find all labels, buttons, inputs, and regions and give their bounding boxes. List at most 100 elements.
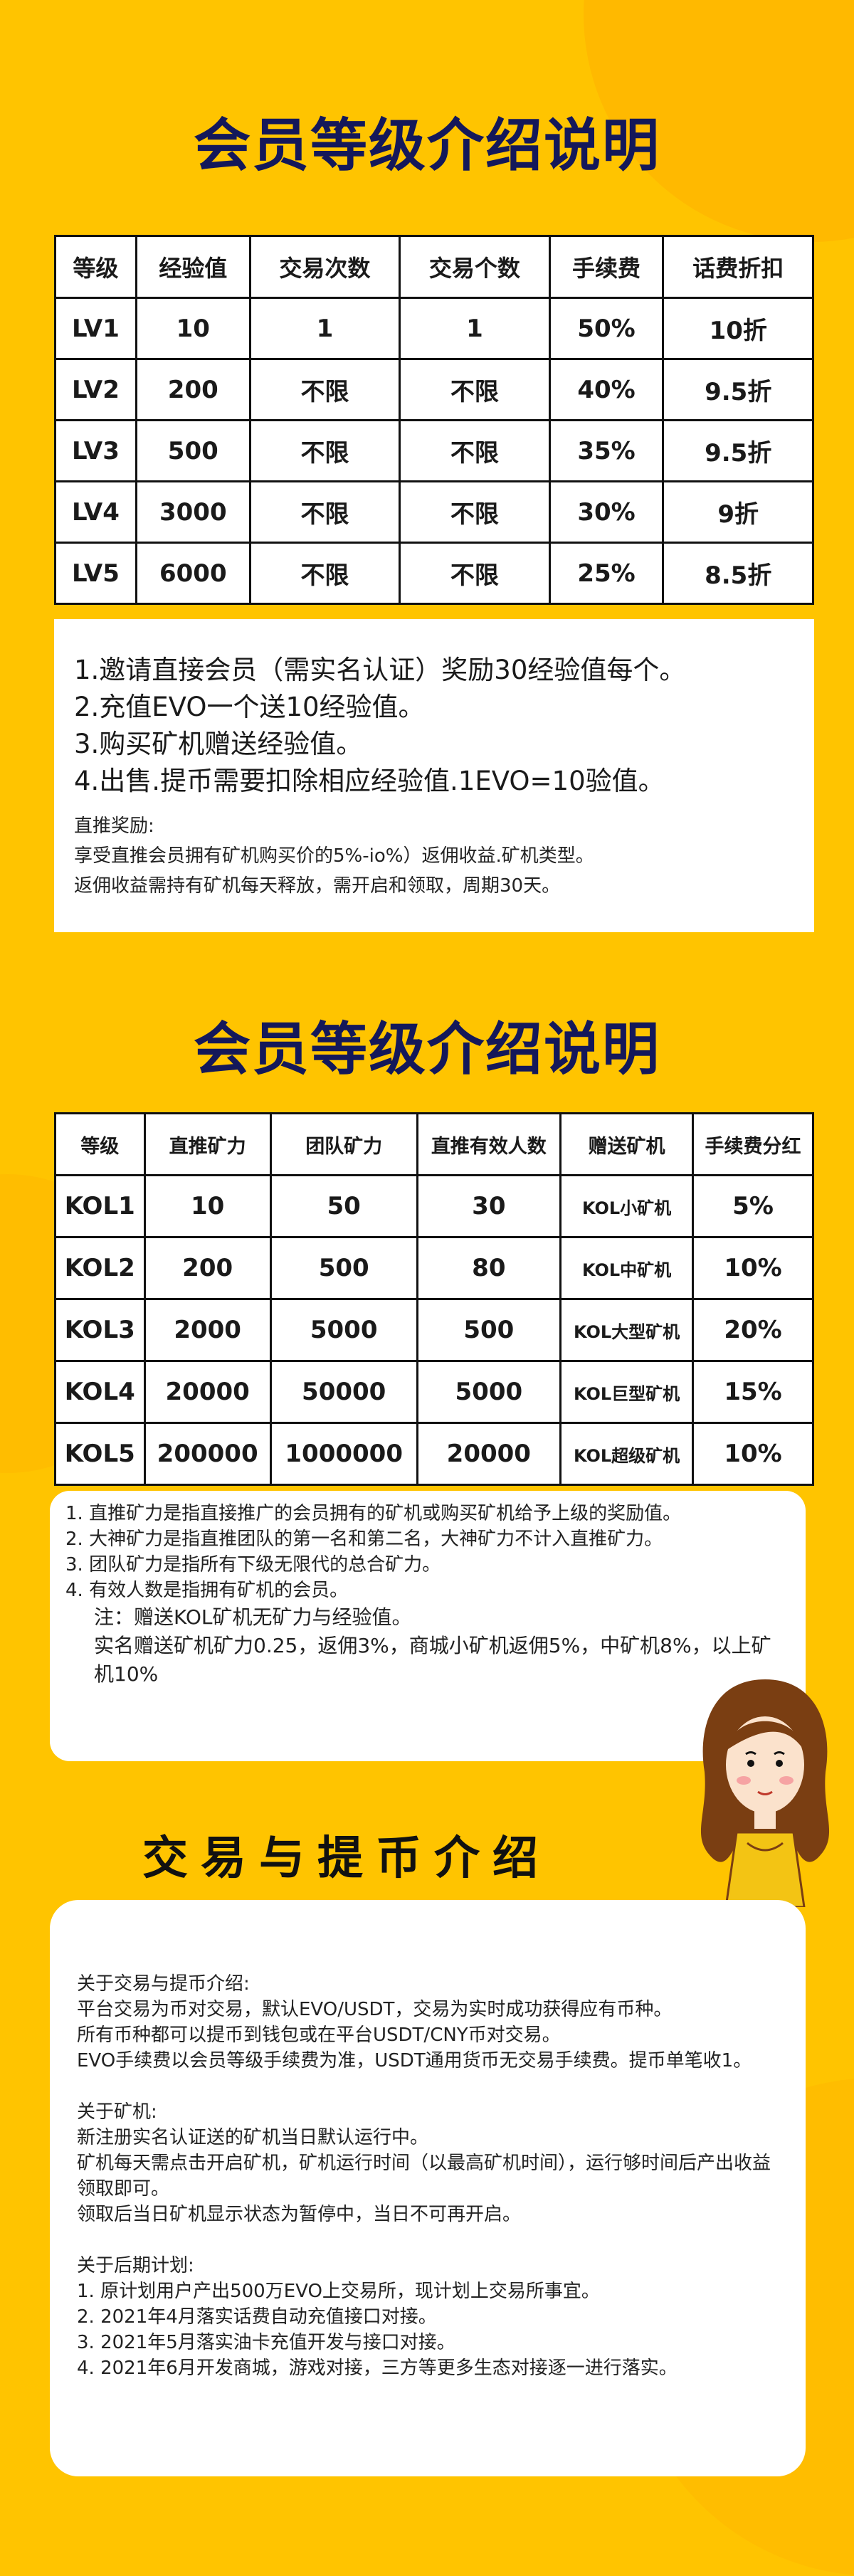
table-cell: LV2 <box>54 358 137 421</box>
remark-text-2: 实名赠送矿机矿力0.25，返佣3%，商城小矿机返佣5%，中矿机8%，以上矿机10… <box>94 1634 771 1686</box>
table-cell: 不限 <box>248 419 401 482</box>
table-cell: 15% <box>692 1360 814 1424</box>
table-header-row: 等级 直推矿力 团队矿力 直推有效人数 赠送矿机 手续费分红 <box>54 1112 814 1176</box>
table-cell: 25% <box>548 542 665 605</box>
remark-text: 注：赠送KOL矿机无矿力与经验值。 <box>94 1605 412 1629</box>
table-cell: KOL中矿机 <box>559 1236 695 1300</box>
table-cell: 不限 <box>248 358 401 421</box>
header-cell: 交易次数 <box>248 235 401 299</box>
paragraph-line: 所有币种都可以提币到钱包或在平台USDT/CNY币对交易。 <box>77 2025 561 2046</box>
table-row: LV4 3000 不限 不限 30% 9折 <box>54 480 814 544</box>
rule-item: 3.购买矿机赠送经验值。 <box>74 729 363 759</box>
table-cell: 6000 <box>135 542 251 605</box>
kol-level-table: 等级 直推矿力 团队矿力 直推有效人数 赠送矿机 手续费分红 KOL1 10 5… <box>54 1112 814 1486</box>
table-row: LV5 6000 不限 不限 25% 8.5折 <box>54 542 814 605</box>
table-row: KOL2 200 500 80 KOL中矿机 10% <box>54 1236 814 1300</box>
rule-item: 2.充值EVO一个送10经验值。 <box>74 692 425 722</box>
section1-title: 会员等级介绍说明 <box>194 112 660 179</box>
table-cell: KOL4 <box>54 1360 146 1424</box>
table-cell: 5000 <box>416 1360 562 1424</box>
sub-rule-item: 直推奖励: <box>74 815 154 837</box>
table-cell: 不限 <box>399 480 551 544</box>
header-cell: 赠送矿机 <box>559 1112 695 1176</box>
header-cell: 交易个数 <box>399 235 551 299</box>
table-row: KOL3 2000 5000 500 KOL大型矿机 20% <box>54 1298 814 1362</box>
table-cell: LV3 <box>54 419 137 482</box>
table-cell: 2000 <box>143 1298 272 1362</box>
table-cell: 30% <box>548 480 665 544</box>
table-cell: 10折 <box>662 297 814 360</box>
sub-rule-item: 享受直推会员拥有矿机购买价的5%-io%）返佣收益.矿机类型。 <box>74 845 594 867</box>
table-cell: 30 <box>416 1174 562 1238</box>
section3-title: 交易与提币介绍 <box>142 1832 551 1885</box>
table-row: KOL4 20000 50000 5000 KOL巨型矿机 15% <box>54 1360 814 1424</box>
rule-item: 4.出售.提币需要扣除相应经验值.1EVO=10验值。 <box>74 766 665 796</box>
section2-title: 会员等级介绍说明 <box>194 1016 660 1082</box>
table-cell: KOL3 <box>54 1298 146 1362</box>
table-cell: 9折 <box>662 480 814 544</box>
table-header-row: 等级 经验值 交易次数 交易个数 手续费 话费折扣 <box>54 235 814 299</box>
paragraph-line: 矿机每天需点击开启矿机，矿机运行时间（以最高矿机时间），运行够时间后产出收益领取… <box>77 2153 771 2200</box>
list-item: 3. 团队矿力是指所有下级无限代的总合矿力。 <box>65 1554 441 1575</box>
rule-item: 1.邀请直接会员（需实名认证）奖励30经验值每个。 <box>74 655 686 685</box>
table-row: LV1 10 1 1 50% 10折 <box>54 297 814 360</box>
table-cell: 500 <box>416 1298 562 1362</box>
table-cell: 不限 <box>399 419 551 482</box>
header-cell: 直推矿力 <box>143 1112 272 1176</box>
header-cell: 手续费分红 <box>692 1112 814 1176</box>
table-cell: 不限 <box>248 480 401 544</box>
table-cell: 9.5折 <box>662 419 814 482</box>
table-cell: 200 <box>135 358 251 421</box>
table-cell: 1 <box>399 297 551 360</box>
table-row: LV3 500 不限 不限 35% 9.5折 <box>54 419 814 482</box>
table-cell: 80 <box>416 1236 562 1300</box>
paragraph-heading: 关于矿机: <box>77 2101 157 2123</box>
table-cell: 40% <box>548 358 665 421</box>
table-cell: 1 <box>248 297 401 360</box>
table-cell: 8.5折 <box>662 542 814 605</box>
table-cell: 不限 <box>399 542 551 605</box>
table-cell: KOL巨型矿机 <box>559 1360 695 1424</box>
paragraph-line: 3. 2021年5月落实油卡充值开发与接口对接。 <box>77 2332 455 2353</box>
table-cell: 200 <box>143 1236 272 1300</box>
paragraph-line: 领取后当日矿机显示状态为暂停中，当日不可再开启。 <box>77 2204 522 2225</box>
table-cell: KOL小矿机 <box>559 1174 695 1238</box>
table-cell: 500 <box>269 1236 418 1300</box>
table-cell: KOL2 <box>54 1236 146 1300</box>
kol-notes-card: 1. 直推矿力是指直接推广的会员拥有的矿机或购买矿机给予上级的奖励值。 2. 大… <box>50 1491 806 1761</box>
trade-withdraw-card: 关于交易与提币介绍: 平台交易为币对交易，默认EVO/USDT，交易为实时成功获… <box>50 1900 806 2476</box>
table-cell: 20% <box>692 1298 814 1362</box>
table-cell: LV1 <box>54 297 137 360</box>
table-cell: 10% <box>692 1422 814 1486</box>
table-cell: 3000 <box>135 480 251 544</box>
header-cell: 直推有效人数 <box>416 1112 562 1176</box>
experience-rules-card: 1.邀请直接会员（需实名认证）奖励30经验值每个。 2.充值EVO一个送10经验… <box>54 619 814 932</box>
table-row: KOL1 10 50 30 KOL小矿机 5% <box>54 1174 814 1238</box>
table-cell: KOL5 <box>54 1422 146 1486</box>
paragraph-line: 1. 原计划用户产出500万EVO上交易所，现计划上交易所事宜。 <box>77 2281 600 2302</box>
list-item: 2. 大神矿力是指直推团队的第一名和第二名，大神矿力不计入直推矿力。 <box>65 1529 663 1550</box>
list-item: 1. 直推矿力是指直接推广的会员拥有的矿机或购买矿机给予上级的奖励值。 <box>65 1503 682 1524</box>
cartoon-girl-illustration <box>700 1679 830 1907</box>
table-cell: 9.5折 <box>662 358 814 421</box>
paragraph-line: 新注册实名认证送的矿机当日默认运行中。 <box>77 2127 429 2148</box>
table-cell: 50000 <box>269 1360 418 1424</box>
table-cell: 20000 <box>143 1360 272 1424</box>
table-cell: 5000 <box>269 1298 418 1362</box>
paragraph-line: EVO手续费以会员等级手续费为准，USDT通用货币无交易手续费。提币单笔收1。 <box>77 2050 752 2071</box>
notes-list: 1. 直推矿力是指直接推广的会员拥有的矿机或购买矿机给予上级的奖励值。 2. 大… <box>50 1491 806 1603</box>
table-cell: 不限 <box>399 358 551 421</box>
sub-rule-item: 返佣收益需持有矿机每天释放，需开启和领取，周期30天。 <box>74 875 561 897</box>
header-cell: 等级 <box>54 1112 146 1176</box>
header-cell: 团队矿力 <box>269 1112 418 1176</box>
table-row: KOL5 200000 1000000 20000 KOL超级矿机 10% <box>54 1422 814 1486</box>
paragraph-heading: 关于交易与提币介绍: <box>77 1973 250 1995</box>
table-cell: 1000000 <box>269 1422 418 1486</box>
paragraph-line: 2. 2021年4月落实话费自动充值接口对接。 <box>77 2306 437 2328</box>
table-cell: 10% <box>692 1236 814 1300</box>
table-cell: KOL超级矿机 <box>559 1422 695 1486</box>
header-cell: 经验值 <box>135 235 251 299</box>
table-cell: 5% <box>692 1174 814 1238</box>
list-item: 4. 有效人数是指拥有矿机的会员。 <box>65 1580 349 1601</box>
table-cell: 不限 <box>248 542 401 605</box>
